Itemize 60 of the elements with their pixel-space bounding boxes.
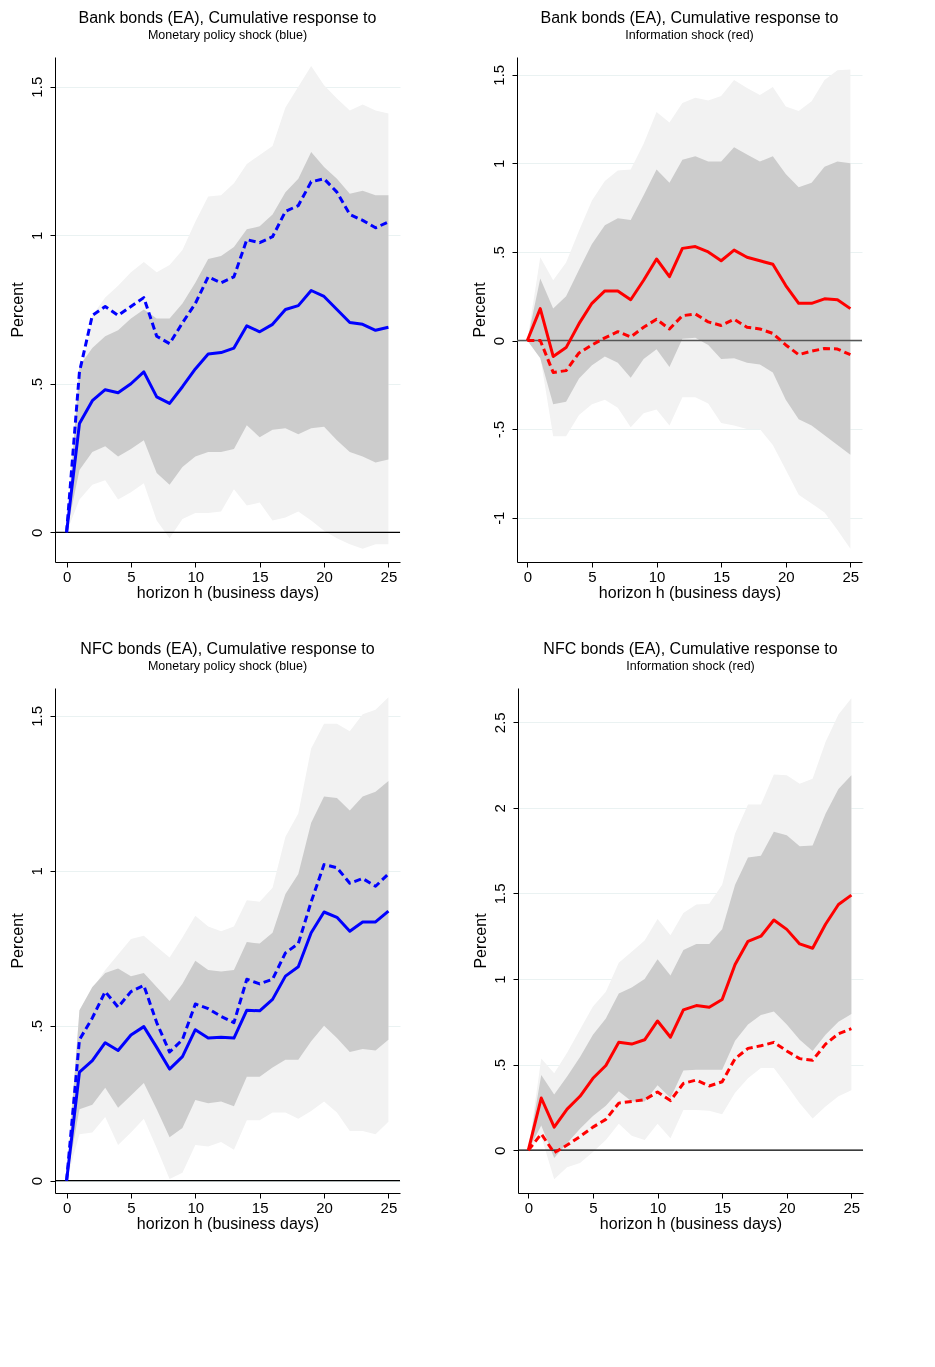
- y-tick-label: 0: [489, 336, 507, 346]
- y-tick-label: 1: [489, 159, 507, 168]
- x-tick-label: 10: [187, 567, 205, 585]
- y-tick-label: 1.5: [27, 76, 45, 98]
- x-tick-label: 25: [380, 567, 398, 585]
- y-tick-label: 0: [27, 528, 45, 537]
- x-tick-label: 15: [251, 1198, 269, 1216]
- y-tick-label: 1: [27, 231, 45, 240]
- x-tick-label: 20: [778, 1198, 796, 1216]
- x-tick-label: 20: [316, 1198, 333, 1216]
- chart-subtitle: Information shock (red): [626, 658, 755, 673]
- y-tick-label: .5: [27, 378, 45, 391]
- y-axis-title: Percent: [8, 281, 26, 338]
- x-axis-title: horizon h (business days): [599, 1214, 783, 1232]
- chart-subtitle: Monetary policy shock (blue): [147, 27, 308, 42]
- x-axis-title: horizon h (business days): [598, 583, 782, 601]
- x-tick-label: 15: [713, 567, 730, 585]
- x-tick-label: 5: [589, 1198, 598, 1216]
- chart-title: Bank bonds (EA), Cumulative response to: [78, 8, 377, 26]
- y-tick-label: 1: [490, 975, 508, 984]
- x-tick-label: 20: [777, 567, 795, 585]
- y-tick-label: -1: [489, 511, 507, 525]
- y-tick-label: 1.5: [489, 64, 507, 86]
- x-tick-label: 15: [251, 567, 269, 585]
- chart-subtitle: Information shock (red): [625, 27, 754, 42]
- x-tick-label: 10: [649, 1198, 667, 1216]
- y-tick-label: 0: [27, 1176, 45, 1186]
- y-tick-label: .5: [489, 246, 507, 259]
- x-tick-label: 25: [842, 567, 860, 585]
- x-tick-label: 5: [127, 1198, 136, 1216]
- x-axis-title: horizon h (business days): [136, 583, 320, 601]
- x-tick-label: 5: [127, 567, 136, 585]
- x-tick-label: 25: [380, 1198, 398, 1216]
- y-tick-label: .5: [27, 1019, 45, 1033]
- y-axis-title: Percent: [470, 281, 488, 338]
- y-tick-label: 1.5: [27, 705, 45, 727]
- y-tick-label: 2.5: [490, 712, 508, 734]
- chart-title: Bank bonds (EA), Cumulative response to: [540, 8, 839, 26]
- y-axis-title: Percent: [471, 912, 489, 969]
- x-tick-label: 0: [62, 1198, 72, 1216]
- x-tick-label: 15: [714, 1198, 731, 1216]
- chart-title: NFC bonds (EA), Cumulative response to: [543, 639, 838, 657]
- y-tick-label: 1.5: [490, 883, 508, 905]
- x-tick-label: 10: [187, 1198, 205, 1216]
- y-tick-label: 1: [27, 867, 45, 876]
- y-axis-title: Percent: [8, 912, 26, 969]
- x-tick-label: 20: [316, 567, 333, 585]
- y-tick-label: -.5: [489, 420, 507, 439]
- x-tick-label: 10: [648, 567, 666, 585]
- x-tick-label: 0: [62, 567, 72, 585]
- y-tick-label: 2: [490, 804, 508, 813]
- y-tick-label: .5: [490, 1058, 508, 1072]
- x-tick-label: 25: [843, 1198, 861, 1216]
- y-tick-label: 0: [490, 1146, 508, 1155]
- x-tick-label: 5: [588, 567, 597, 585]
- chart-title: NFC bonds (EA), Cumulative response to: [80, 639, 375, 657]
- x-tick-label: 0: [523, 567, 533, 585]
- x-tick-label: 0: [524, 1198, 534, 1216]
- chart-subtitle: Monetary policy shock (blue): [147, 658, 308, 673]
- x-axis-title: horizon h (business days): [136, 1214, 320, 1232]
